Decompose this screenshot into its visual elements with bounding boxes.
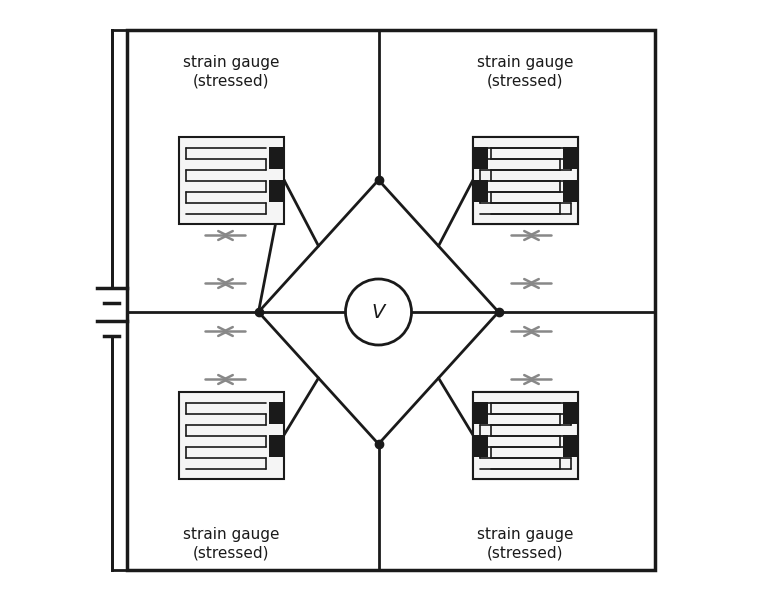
Text: strain gauge
(stressed): strain gauge (stressed) bbox=[183, 55, 280, 88]
Bar bbox=[563, 180, 578, 202]
Bar bbox=[473, 137, 578, 224]
Bar bbox=[473, 435, 488, 457]
Bar bbox=[269, 402, 284, 424]
Bar bbox=[473, 391, 578, 479]
Text: strain gauge
(stressed): strain gauge (stressed) bbox=[477, 527, 574, 560]
Circle shape bbox=[345, 279, 412, 345]
Bar bbox=[126, 30, 655, 570]
Bar bbox=[563, 147, 578, 169]
Text: strain gauge
(stressed): strain gauge (stressed) bbox=[477, 55, 574, 88]
Bar bbox=[473, 137, 578, 224]
Bar bbox=[269, 147, 284, 169]
Text: V: V bbox=[372, 302, 385, 322]
Bar bbox=[269, 435, 284, 457]
Bar bbox=[473, 402, 488, 424]
Bar bbox=[563, 402, 578, 424]
Bar bbox=[269, 180, 284, 202]
Bar bbox=[473, 180, 488, 202]
Bar bbox=[563, 435, 578, 457]
Bar bbox=[473, 391, 578, 479]
Text: strain gauge
(stressed): strain gauge (stressed) bbox=[183, 527, 280, 560]
Bar bbox=[473, 147, 488, 169]
Bar bbox=[179, 137, 284, 224]
Bar bbox=[179, 391, 284, 479]
